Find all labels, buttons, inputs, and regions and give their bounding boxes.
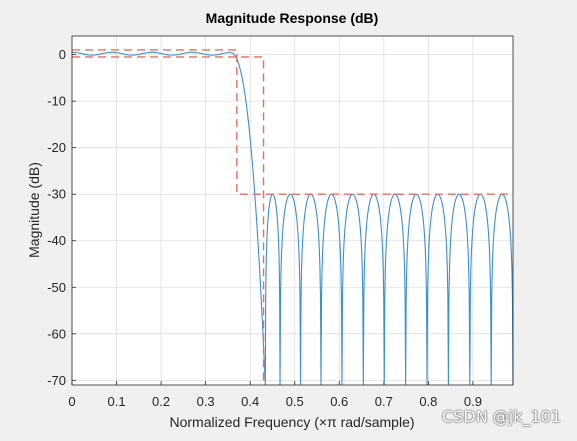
y-tick-label: -40 xyxy=(47,233,66,248)
magnitude-response-line xyxy=(71,51,514,386)
x-axis-label: Normalized Frequency (×π rad/sample) xyxy=(169,414,414,430)
x-tick-label: 0.6 xyxy=(330,394,348,409)
spec-mask-line-1 xyxy=(72,49,513,195)
y-tick-label: -30 xyxy=(47,187,66,202)
chart-title: Magnitude Response (dB) xyxy=(206,10,379,26)
x-tick-label: 0.1 xyxy=(108,394,126,409)
plot-area xyxy=(72,36,513,385)
series-group xyxy=(71,49,514,386)
y-tick-label: 0 xyxy=(59,47,66,62)
x-tick-label: 0 xyxy=(68,394,75,409)
x-tick-label: 0.3 xyxy=(197,394,215,409)
y-tick-label: -60 xyxy=(47,326,66,341)
y-ticks: 0 -10 -20 -30 -40 -50 -60 -70 xyxy=(47,47,76,388)
axes-box xyxy=(71,35,514,386)
y-tick-label: -10 xyxy=(47,94,66,109)
x-tick-label: 0.7 xyxy=(375,394,393,409)
y-axis-label: Magnitude (dB) xyxy=(26,162,42,258)
y-tick-label: -70 xyxy=(47,373,66,388)
x-ticks: 0 0.1 0.2 0.3 0.4 0.5 0.6 0.7 0.8 0.9 xyxy=(68,381,482,409)
y-tick-label: -20 xyxy=(47,140,66,155)
watermark-text: CSDN @jk_101 xyxy=(442,407,561,426)
x-tick-label: 0.5 xyxy=(286,394,304,409)
spec-mask-line-2 xyxy=(72,56,265,385)
x-tick-label: 0.9 xyxy=(464,394,482,409)
x-tick-label: 0.4 xyxy=(241,394,259,409)
x-tick-label: 0.2 xyxy=(152,394,170,409)
x-tick-label: 0.8 xyxy=(419,394,437,409)
y-tick-label: -50 xyxy=(47,280,66,295)
